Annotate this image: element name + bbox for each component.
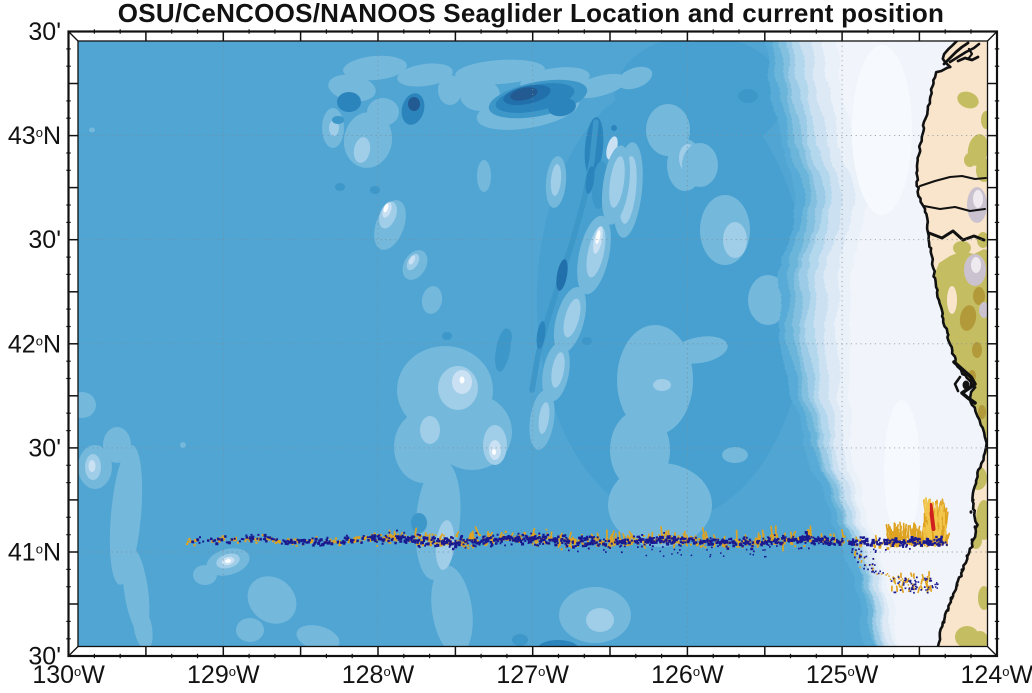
svg-text:125oW: 125oW	[806, 661, 879, 688]
svg-text:128oW: 128oW	[342, 661, 415, 688]
svg-text:129oW: 129oW	[187, 661, 260, 688]
svg-text:30': 30'	[28, 434, 61, 462]
svg-text:127oW: 127oW	[496, 661, 569, 688]
svg-text:41oN: 41oN	[8, 539, 61, 567]
svg-text:130oW: 130oW	[32, 661, 105, 688]
svg-text:OSU/CeNCOOS/NANOOS Seaglider L: OSU/CeNCOOS/NANOOS Seaglider Location an…	[118, 0, 944, 28]
svg-text:30': 30'	[28, 226, 61, 254]
svg-text:126oW: 126oW	[651, 661, 724, 688]
svg-text:124oW: 124oW	[961, 661, 1032, 688]
svg-text:30': 30'	[28, 18, 61, 46]
svg-text:42oN: 42oN	[8, 330, 61, 358]
svg-text:30': 30'	[28, 643, 61, 671]
svg-text:43oN: 43oN	[8, 122, 61, 150]
